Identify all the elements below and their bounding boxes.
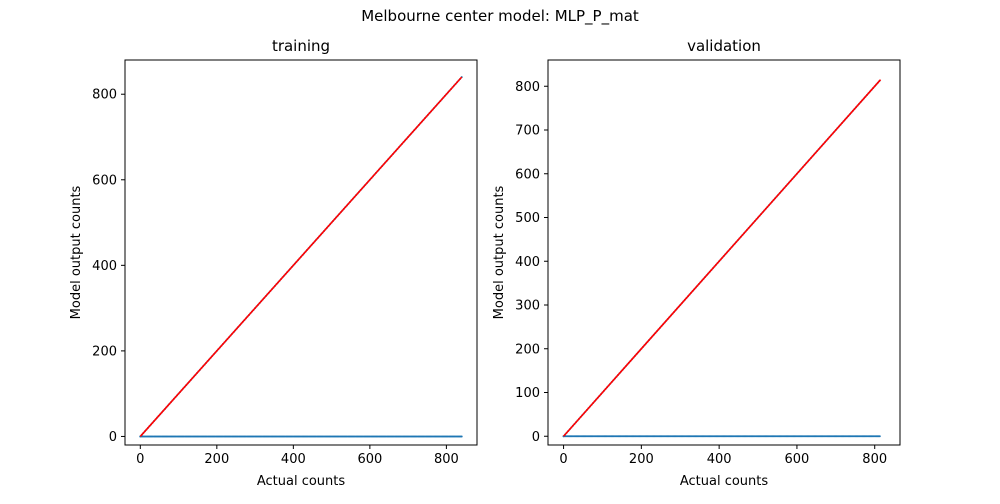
y-axis-label: Model output counts — [492, 185, 507, 319]
fit-line — [139, 76, 463, 437]
x-tick-label: 600 — [357, 452, 382, 467]
y-tick-label: 200 — [92, 344, 117, 359]
x-tick-label: 0 — [136, 452, 144, 467]
y-tick-label: 800 — [92, 88, 117, 103]
x-tick-label: 400 — [707, 452, 732, 467]
x-axis-label: Actual counts — [680, 474, 769, 489]
y-tick-label: 300 — [515, 299, 540, 314]
panel-2: validation 0 200 400 600 800 0 100 200 300 400 500 6… — [492, 37, 901, 489]
x-tick-label: 800 — [862, 452, 887, 467]
fit-line — [562, 79, 882, 437]
x-tick-label: 0 — [559, 452, 567, 467]
x-axis-label: Actual counts — [257, 474, 346, 489]
y-tick-label: 700 — [515, 124, 540, 139]
figure-suptitle: Melbourne center model: MLP_P_mat — [361, 7, 639, 25]
x-tick-label: 800 — [434, 452, 459, 467]
y-tick-label: 200 — [515, 342, 540, 357]
y-tick-label: 400 — [515, 255, 540, 270]
y-tick-label: 0 — [109, 430, 117, 445]
y-tick-label: 500 — [515, 211, 540, 226]
y-tick-label: 100 — [515, 386, 540, 401]
y-tick-label: 0 — [532, 430, 540, 445]
x-tick-label: 200 — [204, 452, 229, 467]
axes-frame — [547, 59, 901, 446]
panel-1: training 0 200 400 600 800 0 200 400 600 800 Actual… — [69, 37, 478, 489]
panel-title: training — [272, 37, 330, 55]
x-tick-label: 400 — [281, 452, 306, 467]
y-tick-label: 800 — [515, 80, 540, 95]
x-tick-label: 200 — [629, 452, 654, 467]
scatter-point — [878, 435, 881, 438]
x-tick-label: 600 — [785, 452, 810, 467]
scatter-point — [460, 435, 463, 438]
y-axis-label: Model output counts — [69, 185, 84, 319]
y-tick-label: 600 — [92, 173, 117, 188]
axes-frame — [124, 59, 478, 446]
y-tick-label: 600 — [515, 167, 540, 182]
y-tick-label: 400 — [92, 259, 117, 274]
panel-title: validation — [687, 37, 761, 55]
